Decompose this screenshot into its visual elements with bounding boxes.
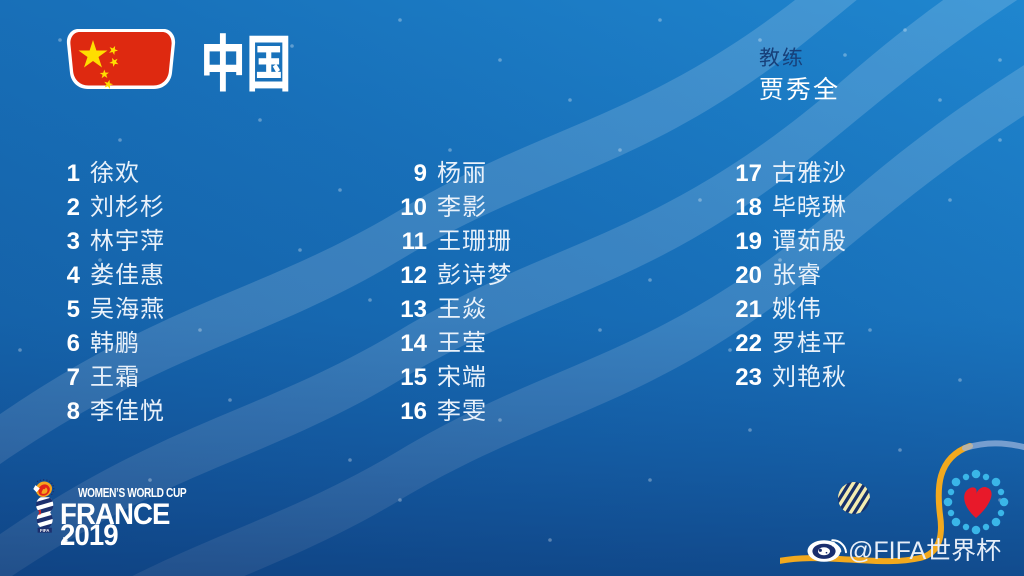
svg-text:FIFA: FIFA [40, 528, 50, 533]
